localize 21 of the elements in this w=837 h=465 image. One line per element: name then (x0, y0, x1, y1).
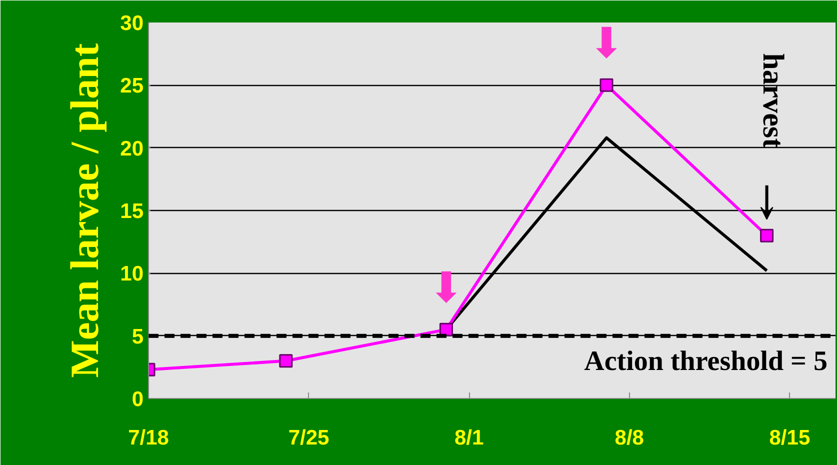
annotation: harvest (756, 53, 790, 148)
x-tick-label: 8/15 (769, 426, 810, 450)
x-tick-label: 8/1 (454, 426, 484, 450)
y-tick-label: 0 (132, 388, 144, 411)
point (439, 322, 453, 336)
y-tick-label: 25 (120, 74, 144, 98)
y-tick-label: 10 (120, 262, 144, 286)
annotation: ⬇ (428, 263, 464, 312)
y-tick-label: 30 (120, 12, 144, 35)
ref-line-label: Action threshold = 5 (584, 346, 828, 377)
y-axis-title: Mean larvae / plant (62, 42, 108, 378)
x-tick-label: 7/18 (128, 426, 170, 450)
y-tick-label: 5 (132, 325, 144, 348)
y-tick-label: 20 (120, 137, 144, 160)
point (760, 228, 774, 242)
x-tick-label: 7/25 (288, 426, 330, 450)
point (600, 78, 614, 92)
annotation: ⬇ (588, 18, 624, 68)
x-tick-label: 8/8 (614, 426, 644, 450)
point (279, 354, 293, 368)
y-tick-label: 15 (120, 200, 144, 223)
